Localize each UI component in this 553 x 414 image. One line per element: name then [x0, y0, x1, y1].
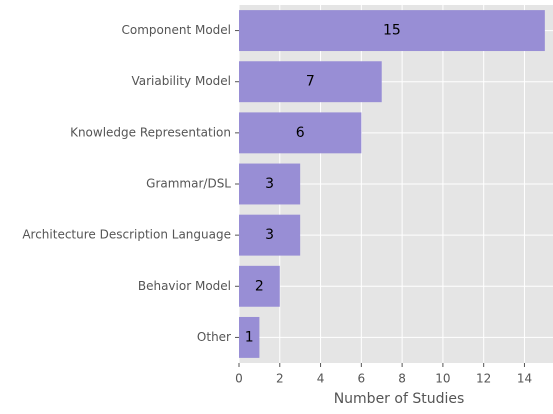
- x-axis-label: Number of Studies: [334, 391, 465, 407]
- value-label: 7: [306, 74, 315, 90]
- bar: [239, 265, 280, 307]
- y-tick-label: Behavior Model: [138, 279, 231, 293]
- bar: [239, 214, 301, 256]
- bar: [239, 163, 301, 205]
- bar: [239, 10, 545, 52]
- x-tick-label: 4: [317, 372, 325, 386]
- y-tick-label: Grammar/DSL: [146, 177, 231, 191]
- x-tick-label: 14: [517, 372, 532, 386]
- x-tick-label: 10: [435, 372, 450, 386]
- x-tick-label: 6: [358, 372, 366, 386]
- y-tick-label: Other: [197, 330, 231, 344]
- y-tick-label: Knowledge Representation: [70, 125, 231, 139]
- value-label: 2: [255, 278, 264, 294]
- value-label: 6: [296, 125, 305, 141]
- y-tick-label: Variability Model: [131, 74, 231, 88]
- value-label: 1: [245, 329, 254, 345]
- bar: [239, 316, 260, 358]
- value-label: 3: [265, 176, 274, 192]
- y-tick-label: Component Model: [121, 23, 231, 37]
- x-tick-label: 8: [398, 372, 406, 386]
- x-tick-label: 2: [276, 372, 284, 386]
- value-label: 15: [383, 23, 401, 39]
- value-label: 3: [265, 227, 274, 243]
- y-tick-label: Architecture Description Language: [22, 228, 231, 242]
- x-tick-label: 12: [476, 372, 491, 386]
- bar: [239, 61, 382, 103]
- x-tick-label: 0: [235, 372, 243, 386]
- bar: [239, 112, 362, 154]
